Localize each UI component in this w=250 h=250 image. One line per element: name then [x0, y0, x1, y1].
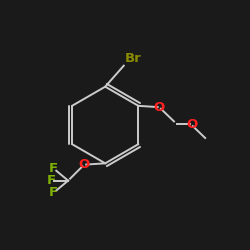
- Text: O: O: [78, 158, 90, 171]
- Text: O: O: [186, 118, 197, 131]
- Text: Br: Br: [125, 52, 142, 65]
- Text: O: O: [154, 100, 165, 114]
- Text: F: F: [49, 162, 58, 175]
- Text: F: F: [49, 186, 58, 200]
- Text: F: F: [47, 174, 56, 187]
